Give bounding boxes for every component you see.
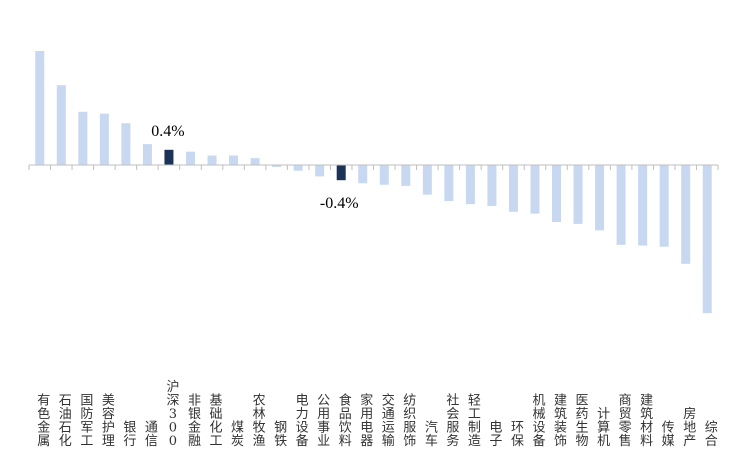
bar-26: [595, 165, 605, 231]
category-label-29: 传媒: [662, 421, 675, 450]
bar-18: [422, 165, 432, 195]
bar-28: [638, 165, 648, 246]
category-label-6: 沪深 3 0 0: [166, 379, 179, 449]
bar-0: [35, 51, 45, 165]
bar-7: [185, 151, 195, 165]
bar-17: [401, 165, 411, 186]
category-label-30: 房地产: [683, 406, 696, 449]
bar-23: [530, 165, 540, 214]
category-label-31: 综合: [705, 421, 718, 450]
category-label-8: 基础化工: [210, 394, 223, 450]
bar-12: [293, 165, 303, 171]
bar-5: [142, 144, 152, 165]
category-label-3: 美容护理: [102, 394, 115, 450]
bar-14: [336, 165, 346, 181]
bar-20: [465, 165, 475, 205]
category-label-5: 通信: [145, 421, 158, 450]
category-label-7: 非银金融: [188, 394, 201, 450]
bar-1: [56, 85, 66, 165]
bar-21: [487, 165, 497, 207]
bar-30: [681, 165, 691, 264]
bars-group: [35, 51, 712, 314]
category-label-27: 商贸零售: [619, 394, 632, 450]
category-label-16: 交通运输: [382, 393, 395, 450]
category-label-15: 家用电器: [360, 393, 373, 450]
bar-9: [229, 155, 239, 165]
category-label-4: 银行: [123, 421, 136, 450]
category-label-28: 建筑材料: [640, 394, 653, 450]
category-label-17: 纺织服饰: [403, 394, 416, 450]
category-label-25: 医药生物: [576, 394, 589, 450]
category-label-9: 煤炭: [231, 421, 244, 450]
category-label-23: 机械设备: [532, 394, 545, 450]
bar-2: [78, 111, 88, 165]
bar-13: [315, 165, 325, 177]
x-axis: [28, 164, 719, 170]
category-label-22: 环保: [511, 421, 524, 450]
data-label-0: 0.4%: [151, 123, 184, 140]
bar-27: [616, 165, 626, 245]
category-label-10: 农林牧渔: [253, 394, 266, 450]
bar-31: [702, 165, 712, 314]
category-label-2: 国防军工: [80, 394, 93, 450]
bar-4: [121, 123, 131, 165]
bar-6: [164, 149, 174, 165]
data-label-1: -0.4%: [320, 195, 359, 212]
category-label-1: 石油石化: [59, 394, 72, 450]
category-label-13: 公用事业: [317, 394, 330, 450]
bar-24: [552, 165, 562, 222]
category-label-0: 有色金属: [37, 394, 50, 450]
category-label-11: 钢铁: [274, 421, 287, 450]
category-label-18: 汽车: [425, 421, 438, 450]
bar-15: [358, 165, 368, 184]
bar-22: [508, 165, 518, 212]
category-label-26: 计算机: [597, 407, 610, 449]
category-label-14: 食品饮料: [339, 393, 352, 450]
bar-3: [99, 113, 109, 165]
category-label-19: 社会服务: [446, 393, 459, 450]
bar-8: [207, 155, 217, 165]
bar-29: [659, 165, 669, 247]
bar-11: [272, 165, 282, 167]
data-labels-group: 0.4% -0.4%: [151, 123, 358, 212]
bar-16: [379, 165, 389, 185]
category-label-21: 电子: [489, 421, 502, 450]
bar-10: [250, 158, 260, 165]
category-label-24: 建筑装饰: [554, 394, 567, 450]
bar-25: [573, 165, 583, 224]
category-label-20: 轻工制造: [468, 394, 481, 450]
category-label-12: 电力设备: [296, 394, 309, 450]
bar-19: [444, 165, 454, 202]
